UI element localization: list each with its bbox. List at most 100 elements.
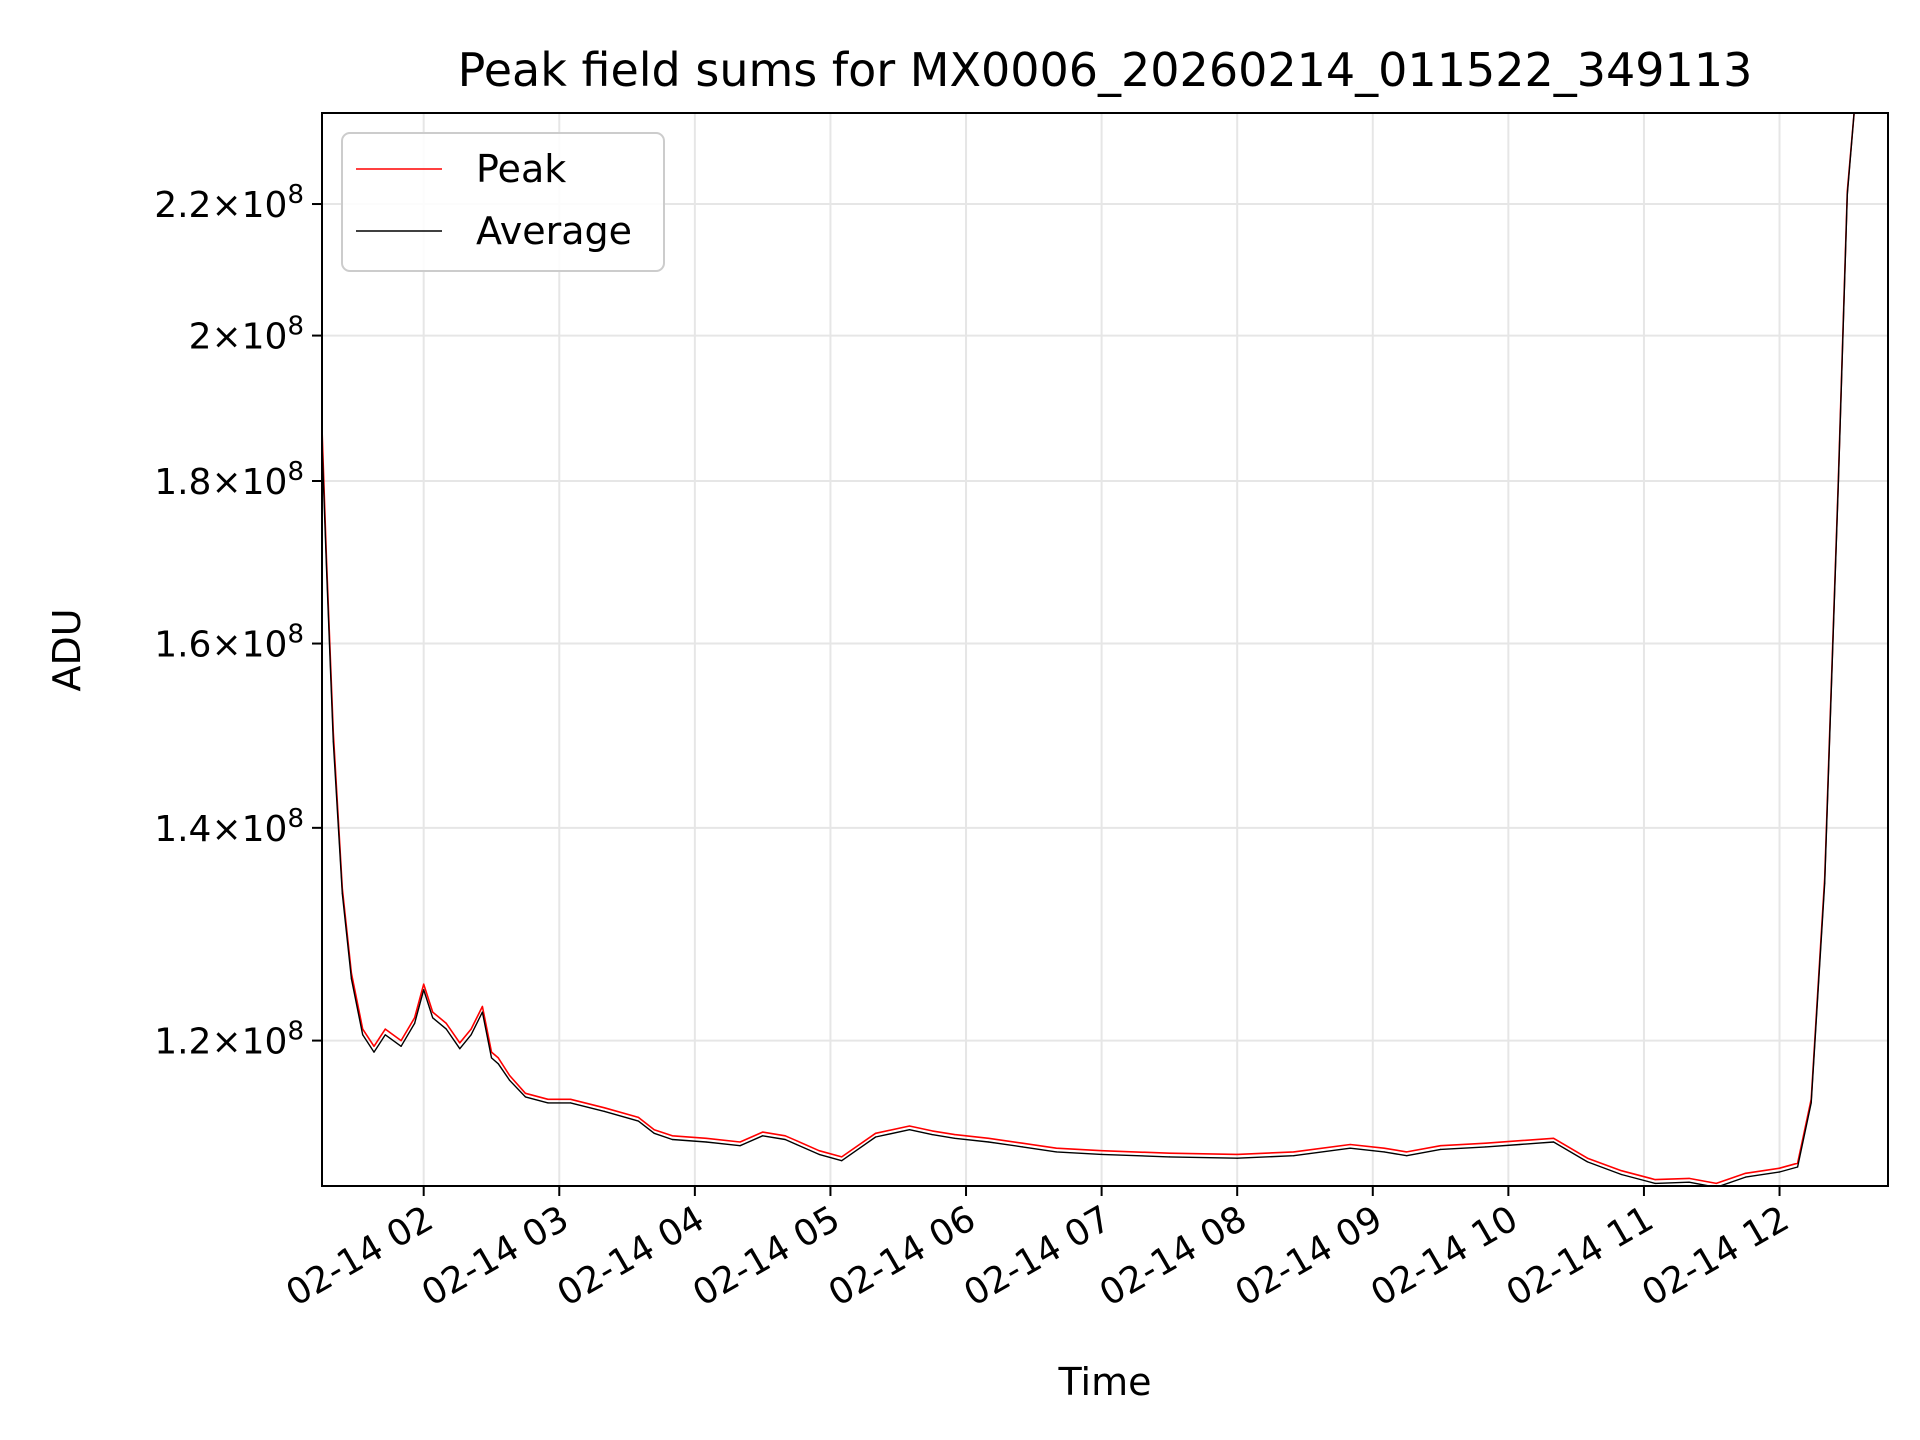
y-tick-mantissa: 1.2 bbox=[154, 1022, 211, 1063]
data-point-average bbox=[1440, 1148, 1442, 1150]
data-point-peak bbox=[459, 1042, 461, 1044]
data-point-average bbox=[1586, 1161, 1589, 1163]
data-point-average bbox=[509, 1079, 511, 1081]
data-point-average bbox=[470, 1034, 472, 1036]
data-point-peak bbox=[1021, 1142, 1024, 1144]
data-point-average bbox=[373, 1051, 375, 1053]
data-point-average bbox=[524, 1096, 527, 1098]
data-point-average bbox=[1620, 1173, 1622, 1176]
data-point-average bbox=[637, 1120, 640, 1122]
data-point-peak bbox=[875, 1132, 877, 1134]
data-point-peak bbox=[705, 1137, 707, 1139]
data-point-peak bbox=[470, 1028, 472, 1030]
data-point-peak bbox=[795, 1140, 798, 1142]
data-point-average bbox=[1021, 1146, 1024, 1148]
legend-label-average: Average bbox=[476, 209, 632, 253]
data-point-average bbox=[1168, 1156, 1170, 1158]
y-tick-times: ×10 bbox=[211, 1022, 287, 1063]
data-point-average bbox=[841, 1160, 843, 1162]
data-point-average bbox=[497, 1063, 499, 1065]
legend-label-peak: Peak bbox=[476, 147, 566, 191]
data-point-peak bbox=[414, 1017, 416, 1019]
data-point-peak bbox=[1349, 1143, 1351, 1146]
data-point-peak bbox=[509, 1074, 511, 1077]
y-tick-mantissa: 1.6 bbox=[154, 625, 211, 666]
data-point-peak bbox=[490, 1051, 493, 1053]
data-point-peak bbox=[1055, 1147, 1057, 1149]
data-point-peak bbox=[423, 983, 425, 985]
y-tick-label: 1.2×108 bbox=[154, 1017, 304, 1063]
y-tick-exponent: 8 bbox=[287, 457, 304, 487]
data-point-peak bbox=[1745, 1172, 1747, 1174]
data-point-average bbox=[1553, 1141, 1555, 1143]
data-point-peak bbox=[841, 1156, 843, 1158]
data-point-average bbox=[705, 1141, 707, 1143]
y-tick-label: 1.4×108 bbox=[154, 804, 304, 850]
y-tick-exponent: 8 bbox=[287, 620, 304, 650]
y-tick-times: ×10 bbox=[211, 809, 287, 850]
chart-title: Peak field sums for MX0006_20260214_0115… bbox=[458, 43, 1753, 97]
data-point-peak bbox=[497, 1057, 499, 1059]
data-point-peak bbox=[1654, 1179, 1656, 1181]
y-tick-mantissa: 2.2 bbox=[154, 185, 211, 226]
y-tick-times: ×10 bbox=[211, 185, 287, 226]
data-point-average bbox=[931, 1134, 933, 1136]
series-line-peak bbox=[322, 113, 1855, 1185]
data-point-average bbox=[1101, 1153, 1103, 1155]
legend-box bbox=[341, 132, 665, 272]
y-tick-mantissa: 1.4 bbox=[154, 809, 211, 850]
y-tick-label: 2.2×108 bbox=[154, 180, 304, 226]
data-point-peak bbox=[524, 1092, 527, 1094]
data-point-average bbox=[739, 1145, 741, 1147]
data-point-average bbox=[445, 1028, 447, 1030]
data-point-peak bbox=[1620, 1170, 1622, 1172]
legend: Peak Average bbox=[341, 132, 665, 272]
data-point-average bbox=[1745, 1176, 1747, 1178]
data-point-peak bbox=[1553, 1137, 1555, 1139]
data-point-average bbox=[490, 1057, 493, 1059]
data-point-average bbox=[818, 1153, 820, 1155]
x-axis-label: Time bbox=[1058, 1360, 1152, 1404]
data-point-peak bbox=[908, 1125, 911, 1127]
data-point-peak bbox=[1168, 1152, 1170, 1154]
y-tick-exponent: 8 bbox=[287, 180, 304, 210]
series-lines bbox=[322, 113, 1855, 1186]
data-point-average bbox=[459, 1048, 461, 1050]
data-point-peak bbox=[1236, 1153, 1238, 1155]
data-point-average bbox=[954, 1137, 956, 1139]
data-point-peak bbox=[1440, 1145, 1442, 1147]
data-point-average bbox=[875, 1136, 877, 1138]
data-point-peak bbox=[653, 1129, 655, 1131]
y-tick-times: ×10 bbox=[211, 462, 287, 503]
data-point-peak bbox=[570, 1098, 572, 1100]
data-point-average bbox=[671, 1138, 673, 1141]
data-point-average bbox=[1810, 1102, 1812, 1104]
data-point-average bbox=[1293, 1155, 1295, 1157]
data-point-average bbox=[1519, 1143, 1521, 1146]
data-point-peak bbox=[1293, 1151, 1295, 1153]
data-point-average bbox=[1485, 1146, 1487, 1148]
data-point-average bbox=[414, 1022, 416, 1024]
series-line-average bbox=[322, 113, 1855, 1186]
data-point-average bbox=[384, 1034, 386, 1036]
data-point-average bbox=[988, 1141, 990, 1143]
data-point-average bbox=[1797, 1166, 1799, 1168]
y-tick-times: ×10 bbox=[211, 317, 287, 358]
data-point-average bbox=[547, 1102, 549, 1104]
y-tick-exponent: 8 bbox=[287, 312, 304, 342]
data-point-peak bbox=[762, 1131, 764, 1133]
data-point-average bbox=[1778, 1171, 1781, 1173]
data-point-average bbox=[325, 567, 328, 569]
y-tick-exponent: 8 bbox=[287, 1017, 304, 1047]
data-point-peak bbox=[362, 1028, 364, 1030]
data-point-peak bbox=[445, 1022, 447, 1024]
data-point-average bbox=[481, 1011, 483, 1013]
data-point-peak bbox=[373, 1045, 375, 1047]
y-axis-label: ADU bbox=[45, 608, 89, 691]
y-tick-times: ×10 bbox=[211, 625, 287, 666]
data-point-average bbox=[603, 1110, 606, 1112]
data-point-average bbox=[1824, 882, 1826, 884]
data-point-peak bbox=[784, 1135, 786, 1137]
data-point-average bbox=[1349, 1147, 1351, 1149]
